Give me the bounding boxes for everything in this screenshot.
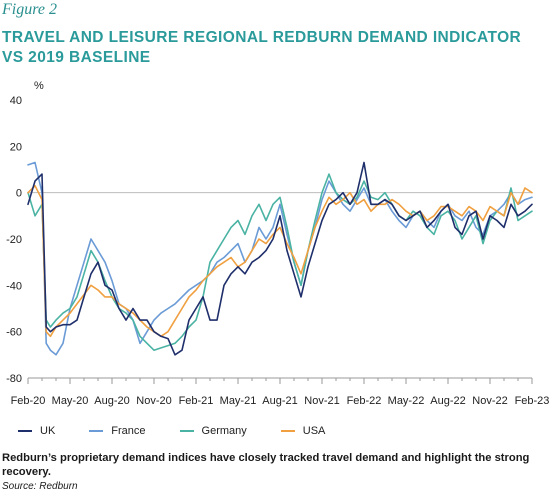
y-tick-label: -60 [6, 327, 22, 339]
y-tick-label: -80 [6, 373, 22, 385]
x-axis: Feb-20 May-20 Aug-20 Nov-20 Feb-21 May-21 Aug-… [11, 377, 550, 407]
legend-label: France [111, 425, 146, 437]
x-tick-label: Nov-20 [136, 395, 171, 407]
legend-swatch [179, 430, 194, 432]
x-tick-label: Feb-23 [515, 395, 550, 407]
series-line-france [27, 161, 533, 356]
legend-item-germany: Germany [179, 425, 247, 437]
y-tick-label: 40 [10, 95, 22, 107]
series-line-usa [27, 184, 533, 338]
y-tick-label: -40 [6, 280, 22, 292]
legend-label: Germany [201, 425, 247, 437]
y-tick-label: 20 [10, 141, 22, 153]
y-tick-label: -20 [6, 234, 22, 246]
x-tick-label: Aug-20 [94, 395, 129, 407]
x-tick-label: Nov-22 [472, 395, 507, 407]
x-tick-label: May-21 [220, 395, 257, 407]
series-line-uk [27, 161, 533, 356]
legend-swatch [280, 430, 295, 432]
x-tick-label: Aug-21 [262, 395, 297, 407]
legend-item-uk: UK [18, 425, 55, 437]
y-axis: % 40 20 0 -20 -40 -60 -80 [6, 80, 532, 385]
x-tick-label: May-22 [388, 395, 425, 407]
chart-legend: UK France Germany USA [18, 423, 359, 439]
legend-label: USA [302, 425, 326, 437]
x-tick-label: Aug-22 [430, 395, 465, 407]
plot-lines [27, 161, 533, 356]
x-tick-label: Feb-22 [347, 395, 382, 407]
chart-title-line-1: TRAVEL AND LEISURE REGIONAL REDBURN DEMA… [2, 29, 522, 46]
x-tick-label: May-20 [52, 395, 89, 407]
line-chart: % 40 20 0 -20 -40 -60 -80 Feb-20 May-20 Aug-20 Nov… [6, 80, 550, 407]
figure-source: Source: Redburn [2, 481, 78, 492]
x-tick-label: Feb-20 [11, 395, 46, 407]
series-line-germany [27, 173, 533, 351]
y-tick-label: 0 [16, 188, 22, 200]
figure-caption: Redburn’s proprietary demand indices hav… [2, 452, 530, 478]
legend-item-france: France [89, 425, 146, 437]
chart-title: TRAVEL AND LEISURE REGIONAL REDBURN DEMA… [2, 28, 542, 68]
y-axis-unit-label: % [34, 80, 44, 92]
x-tick-label: Feb-21 [179, 395, 214, 407]
legend-label: UK [40, 425, 56, 437]
legend-swatch [18, 430, 32, 432]
chart-title-line-2: VS 2019 BASELINE [2, 49, 151, 66]
figure-label: Figure 2 [2, 1, 57, 18]
x-tick-label: Nov-21 [304, 395, 339, 407]
legend-item-usa: USA [280, 425, 326, 437]
legend-swatch [89, 430, 104, 432]
